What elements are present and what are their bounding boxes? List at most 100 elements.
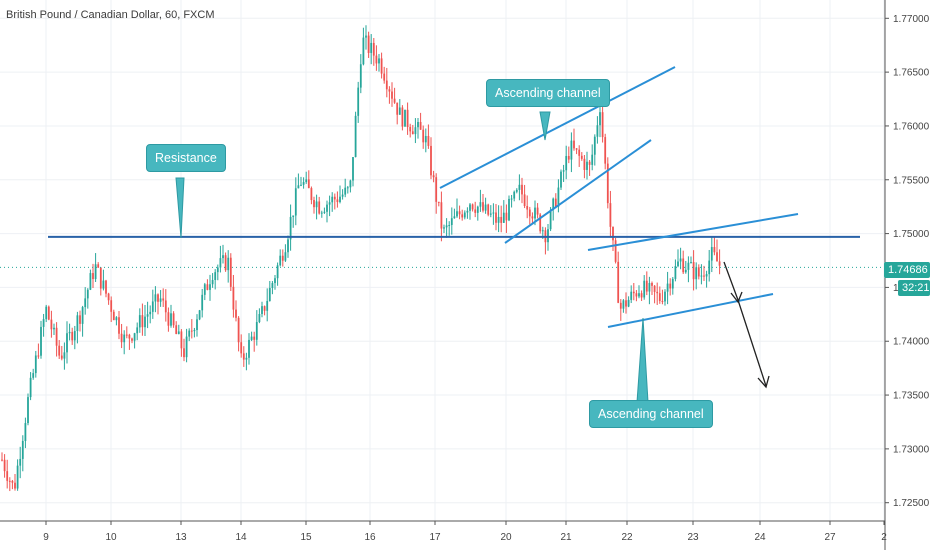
candle-body: [149, 311, 152, 315]
candle-body: [482, 202, 484, 211]
candle-body: [170, 313, 172, 326]
countdown-timer-tag: 32:21: [898, 280, 930, 296]
candle-body: [53, 327, 55, 330]
candle-body: [203, 284, 206, 295]
candle-body: [557, 187, 560, 207]
candle-body: [180, 331, 183, 349]
candle-body: [336, 199, 339, 203]
channel-callout-top: Ascending channel: [486, 79, 610, 107]
candle-body: [640, 293, 643, 298]
x-tick-label: 20: [500, 532, 512, 543]
candle-body: [118, 317, 120, 334]
channel-callout-top-pointer: [539, 111, 551, 141]
candle-body: [281, 255, 284, 261]
candle-body: [105, 280, 107, 294]
candle-body: [526, 205, 529, 210]
candle-body: [81, 307, 84, 324]
candle-body: [305, 179, 308, 183]
candle-body: [427, 136, 430, 146]
candle-body: [209, 284, 211, 290]
candle-body: [261, 306, 263, 315]
candle-body: [414, 127, 417, 135]
candle-body: [606, 163, 609, 204]
candle-body: [372, 42, 375, 56]
candle-body: [279, 255, 282, 266]
candle-body: [497, 216, 500, 223]
candle-body: [393, 98, 396, 103]
candle-body: [437, 201, 440, 203]
candle-body: [580, 155, 583, 159]
candle-body: [162, 298, 165, 301]
candle-body: [211, 279, 214, 285]
candle-body: [500, 216, 503, 223]
candle-body: [612, 226, 614, 241]
candle-body: [307, 179, 310, 189]
candle-body: [718, 261, 721, 266]
candle-body: [339, 196, 341, 203]
candle-body: [274, 278, 276, 284]
candle-body: [151, 301, 154, 312]
candle-body: [406, 109, 409, 128]
candle-body: [201, 294, 204, 311]
candle-body: [21, 440, 24, 459]
candle-body: [700, 275, 703, 277]
projection-arrowhead-2: [757, 375, 770, 389]
candle-body: [541, 230, 544, 232]
candle-body: [331, 196, 334, 203]
candle-body: [120, 333, 123, 343]
candle-body: [391, 91, 393, 99]
candle-body: [625, 300, 627, 307]
candle-body: [157, 294, 159, 302]
candle-body: [682, 258, 685, 273]
candle-body: [401, 107, 404, 127]
candle-body: [536, 207, 539, 215]
candle-body: [697, 267, 700, 277]
candle-body: [651, 283, 653, 286]
candle-body: [138, 315, 141, 328]
candle-body: [627, 299, 630, 307]
candle-body: [58, 345, 61, 356]
candle-body: [253, 336, 256, 340]
resistance-callout: Resistance: [146, 144, 226, 172]
candle-body: [263, 306, 266, 311]
candle-body: [705, 274, 708, 277]
candle-body: [380, 58, 383, 74]
candle-body: [92, 273, 94, 280]
candle-body: [695, 267, 698, 280]
y-tick-label: 1.73000: [893, 444, 930, 455]
candle-body: [513, 191, 516, 199]
candle-body: [8, 480, 11, 482]
candle-body: [365, 35, 367, 38]
candle-body: [141, 315, 144, 328]
candle-body: [107, 293, 110, 301]
candle-body: [710, 247, 713, 261]
candle-body: [227, 257, 230, 271]
candle-body: [29, 377, 32, 398]
candle-body: [250, 336, 253, 340]
candle-body: [422, 129, 425, 143]
candle-body: [183, 348, 185, 358]
candle-body: [6, 471, 9, 481]
candle-body: [235, 309, 237, 318]
candle-body: [242, 353, 245, 360]
candle-body: [40, 326, 42, 356]
candle-body: [84, 298, 87, 308]
candle-body: [601, 112, 604, 138]
channel-2-lower-line: [607, 293, 774, 328]
y-tick-label: 1.74000: [893, 337, 930, 348]
candle-body: [112, 311, 115, 321]
candle-body: [570, 140, 573, 160]
candle-body: [448, 224, 451, 226]
candle-body: [224, 255, 227, 271]
y-tick-label: 1.73500: [893, 391, 930, 402]
candle-body: [635, 293, 638, 297]
candle-body: [177, 331, 180, 334]
candle-body: [328, 202, 331, 205]
candle-body: [359, 64, 362, 88]
candle-body: [713, 247, 716, 253]
candle-body: [3, 459, 6, 472]
candle-body: [310, 188, 313, 201]
candle-body: [193, 330, 196, 332]
candle-body: [229, 257, 232, 287]
